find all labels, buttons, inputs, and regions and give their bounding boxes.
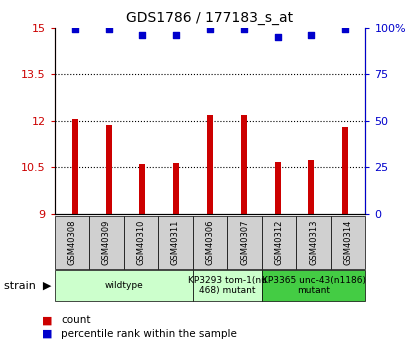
- Point: [139, 32, 146, 38]
- Text: KP3293 tom-1(nu
468) mutant: KP3293 tom-1(nu 468) mutant: [188, 276, 267, 295]
- Text: KP3365 unc-43(n1186)
mutant: KP3365 unc-43(n1186) mutant: [262, 276, 365, 295]
- Title: GDS1786 / 177183_s_at: GDS1786 / 177183_s_at: [126, 11, 294, 25]
- Point: [240, 27, 247, 32]
- Bar: [275, 162, 281, 214]
- Point: [173, 32, 180, 38]
- Text: ■: ■: [42, 315, 52, 325]
- Point: [105, 27, 112, 32]
- Point: [342, 27, 349, 32]
- Text: ■: ■: [42, 329, 52, 339]
- Text: GSM40308: GSM40308: [67, 220, 76, 265]
- Bar: [207, 115, 213, 214]
- Text: GSM40309: GSM40309: [102, 220, 111, 265]
- Text: GSM40312: GSM40312: [275, 220, 284, 265]
- Text: percentile rank within the sample: percentile rank within the sample: [61, 329, 237, 339]
- Text: count: count: [61, 315, 90, 325]
- Text: GSM40313: GSM40313: [309, 220, 318, 265]
- Bar: [342, 127, 348, 214]
- Point: [274, 34, 281, 40]
- Text: GSM40307: GSM40307: [240, 220, 249, 265]
- Text: strain  ▶: strain ▶: [4, 281, 52, 290]
- Point: [308, 32, 315, 38]
- Point: [207, 27, 213, 32]
- Point: [71, 27, 78, 32]
- Text: GSM40306: GSM40306: [205, 220, 215, 265]
- Text: GSM40311: GSM40311: [171, 220, 180, 265]
- Text: wildtype: wildtype: [104, 281, 143, 290]
- Bar: [105, 125, 112, 214]
- Text: GSM40310: GSM40310: [136, 220, 145, 265]
- Bar: [241, 115, 247, 214]
- Bar: [72, 119, 78, 214]
- Bar: [308, 160, 315, 214]
- Bar: [173, 162, 179, 214]
- Bar: [139, 164, 145, 214]
- Text: GSM40314: GSM40314: [344, 220, 353, 265]
